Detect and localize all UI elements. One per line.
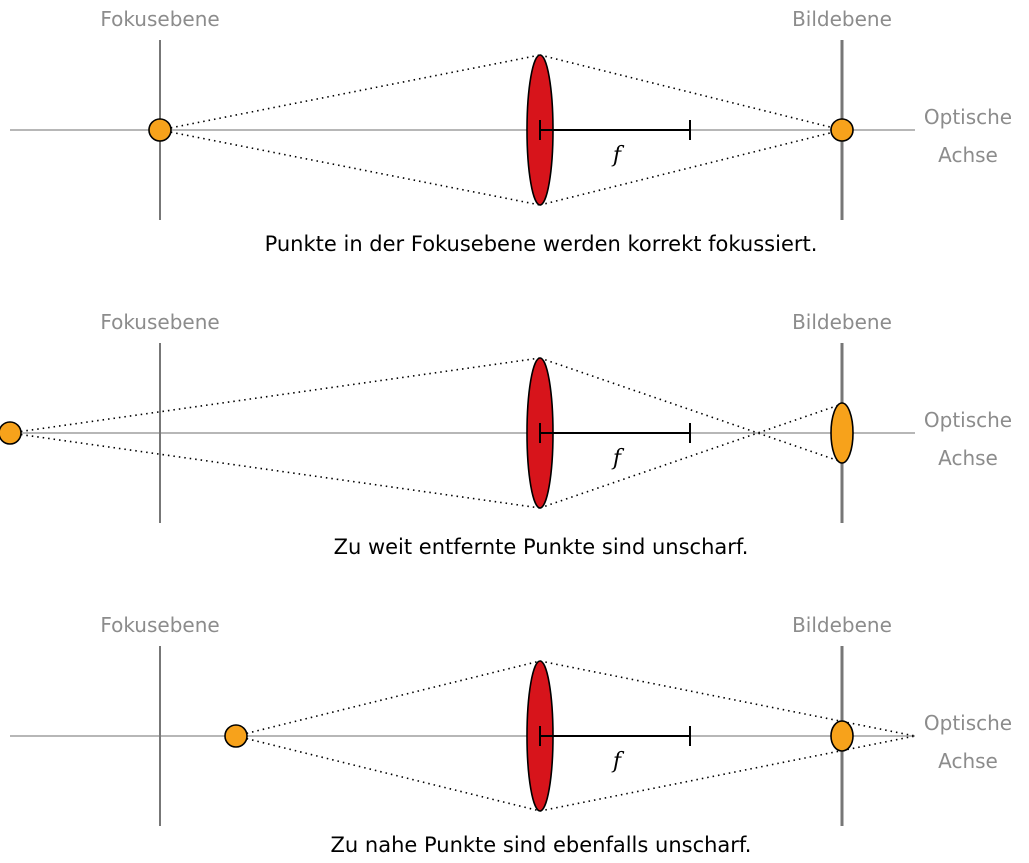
focal-length-label: f [611,143,625,168]
caption: Punkte in der Fokusebene werden korrekt … [265,232,818,256]
object-point [148,118,172,142]
optical-axis-label-line2: Achse [938,143,998,167]
light-rays [159,54,843,206]
focal-length-marker [539,120,691,140]
caption: Zu weit entfernte Punkte sind unscharf. [334,535,749,559]
focus-plane-label: Fokusebene [100,613,219,637]
light-rays [9,357,843,509]
panel-in-focus: f Fokusebene Bildebene Optische Achse Pu… [10,7,1012,256]
blur-spot [830,720,854,752]
caption: Zu nahe Punkte sind ebenfalls unscharf. [331,833,752,857]
focal-length-marker [539,726,691,746]
image-plane-label: Bildebene [792,7,892,31]
blur-spot [830,402,854,464]
optical-axis-label-line1: Optische [924,105,1012,129]
optical-axis-label-line2: Achse [938,749,998,773]
image-point [830,118,854,142]
focus-plane-label: Fokusebene [100,7,219,31]
optical-axis-label-line1: Optische [924,711,1012,735]
object-point [224,724,248,748]
image-plane-label: Bildebene [792,613,892,637]
focal-length-label: f [611,446,625,471]
panel-too-far: f Fokusebene Bildebene Optische Achse Zu… [0,310,1012,559]
focus-plane-label: Fokusebene [100,310,219,334]
focal-length-marker [539,423,691,443]
image-plane-label: Bildebene [792,310,892,334]
panel-too-near: f Fokusebene Bildebene Optische Achse Zu… [10,613,1012,857]
object-point [0,421,22,445]
focal-length-label: f [611,749,625,774]
optical-axis-label-line2: Achse [938,446,998,470]
optical-axis-label-line1: Optische [924,408,1012,432]
